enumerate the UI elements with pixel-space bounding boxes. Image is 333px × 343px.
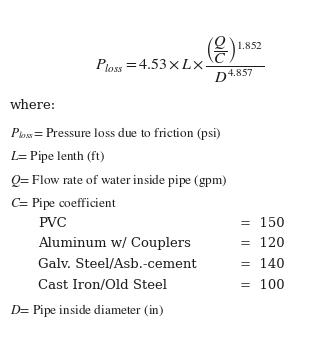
Text: $C$= Pipe coefficient: $C$= Pipe coefficient bbox=[10, 196, 117, 212]
Text: Galv. Steel/Asb.-cement: Galv. Steel/Asb.-cement bbox=[38, 258, 197, 271]
Text: PVC: PVC bbox=[38, 217, 67, 230]
Text: =  100: = 100 bbox=[240, 279, 284, 292]
Text: Cast Iron/Old Steel: Cast Iron/Old Steel bbox=[38, 279, 167, 292]
Text: =  140: = 140 bbox=[240, 258, 284, 271]
Text: $L$= Pipe lenth (ft): $L$= Pipe lenth (ft) bbox=[10, 149, 105, 165]
Text: $P_{\mathit{loss}}$= Pressure loss due to friction (psi): $P_{\mathit{loss}}$= Pressure loss due t… bbox=[10, 125, 222, 142]
Text: where:: where: bbox=[10, 99, 56, 113]
Text: Aluminum w/ Couplers: Aluminum w/ Couplers bbox=[38, 237, 191, 250]
Text: $D$= Pipe inside diameter (in): $D$= Pipe inside diameter (in) bbox=[10, 302, 164, 319]
Text: $P_{\mathit{loss}} = 4.53\times L\times\dfrac{\left(\dfrac{Q}{C}\right)^{1.852}}: $P_{\mathit{loss}} = 4.53\times L\times\… bbox=[95, 34, 264, 85]
Text: =  120: = 120 bbox=[240, 237, 284, 250]
Text: =  150: = 150 bbox=[240, 217, 284, 230]
Text: $Q$= Flow rate of water inside pipe (gpm): $Q$= Flow rate of water inside pipe (gpm… bbox=[10, 172, 228, 189]
